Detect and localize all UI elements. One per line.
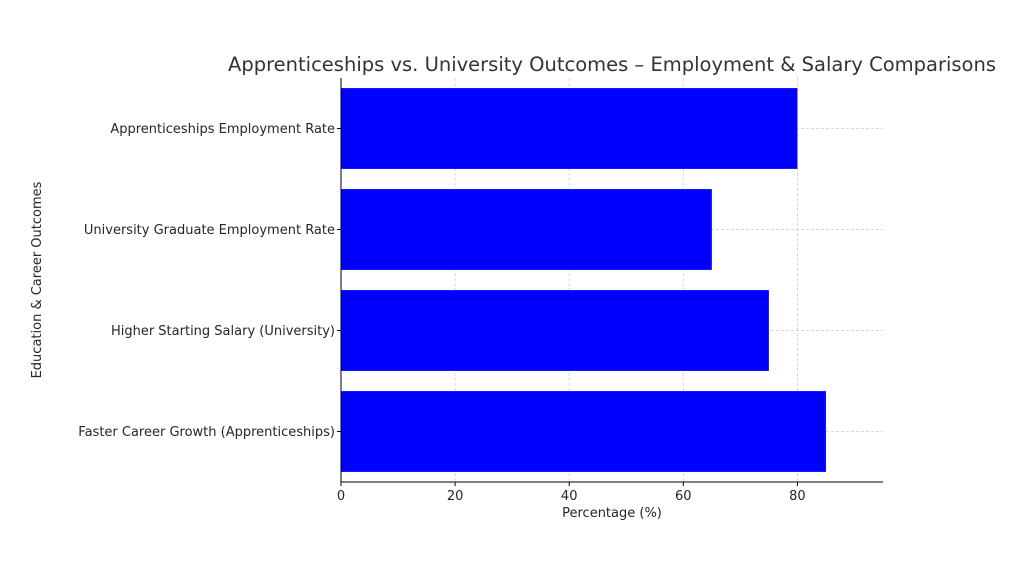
x-tick-label: 20 [447,489,464,504]
y-tick-label: Faster Career Growth (Apprenticeships) [78,425,335,440]
chart-title: Apprenticeships vs. University Outcomes … [228,53,996,76]
bar-3 [341,290,769,371]
x-axis-label: Percentage (%) [562,506,662,521]
bar-4 [341,391,826,472]
x-tick-label: 60 [675,489,692,504]
x-tick-label: 80 [789,489,806,504]
bar-1 [341,88,798,169]
axes [337,78,883,486]
x-tick-labels: 0 20 40 60 80 [337,489,806,504]
y-axis-label: Education & Career Outcomes [30,181,45,378]
x-tick-label: 0 [337,489,345,504]
bar-2 [341,189,712,270]
y-tick-label: Higher Starting Salary (University) [111,324,335,339]
y-tick-labels: Apprenticeships Employment Rate Universit… [78,122,335,440]
y-tick-label: Apprenticeships Employment Rate [110,122,335,137]
x-tick-label: 40 [561,489,578,504]
bars [341,88,826,472]
y-tick-label: University Graduate Employment Rate [84,223,335,238]
